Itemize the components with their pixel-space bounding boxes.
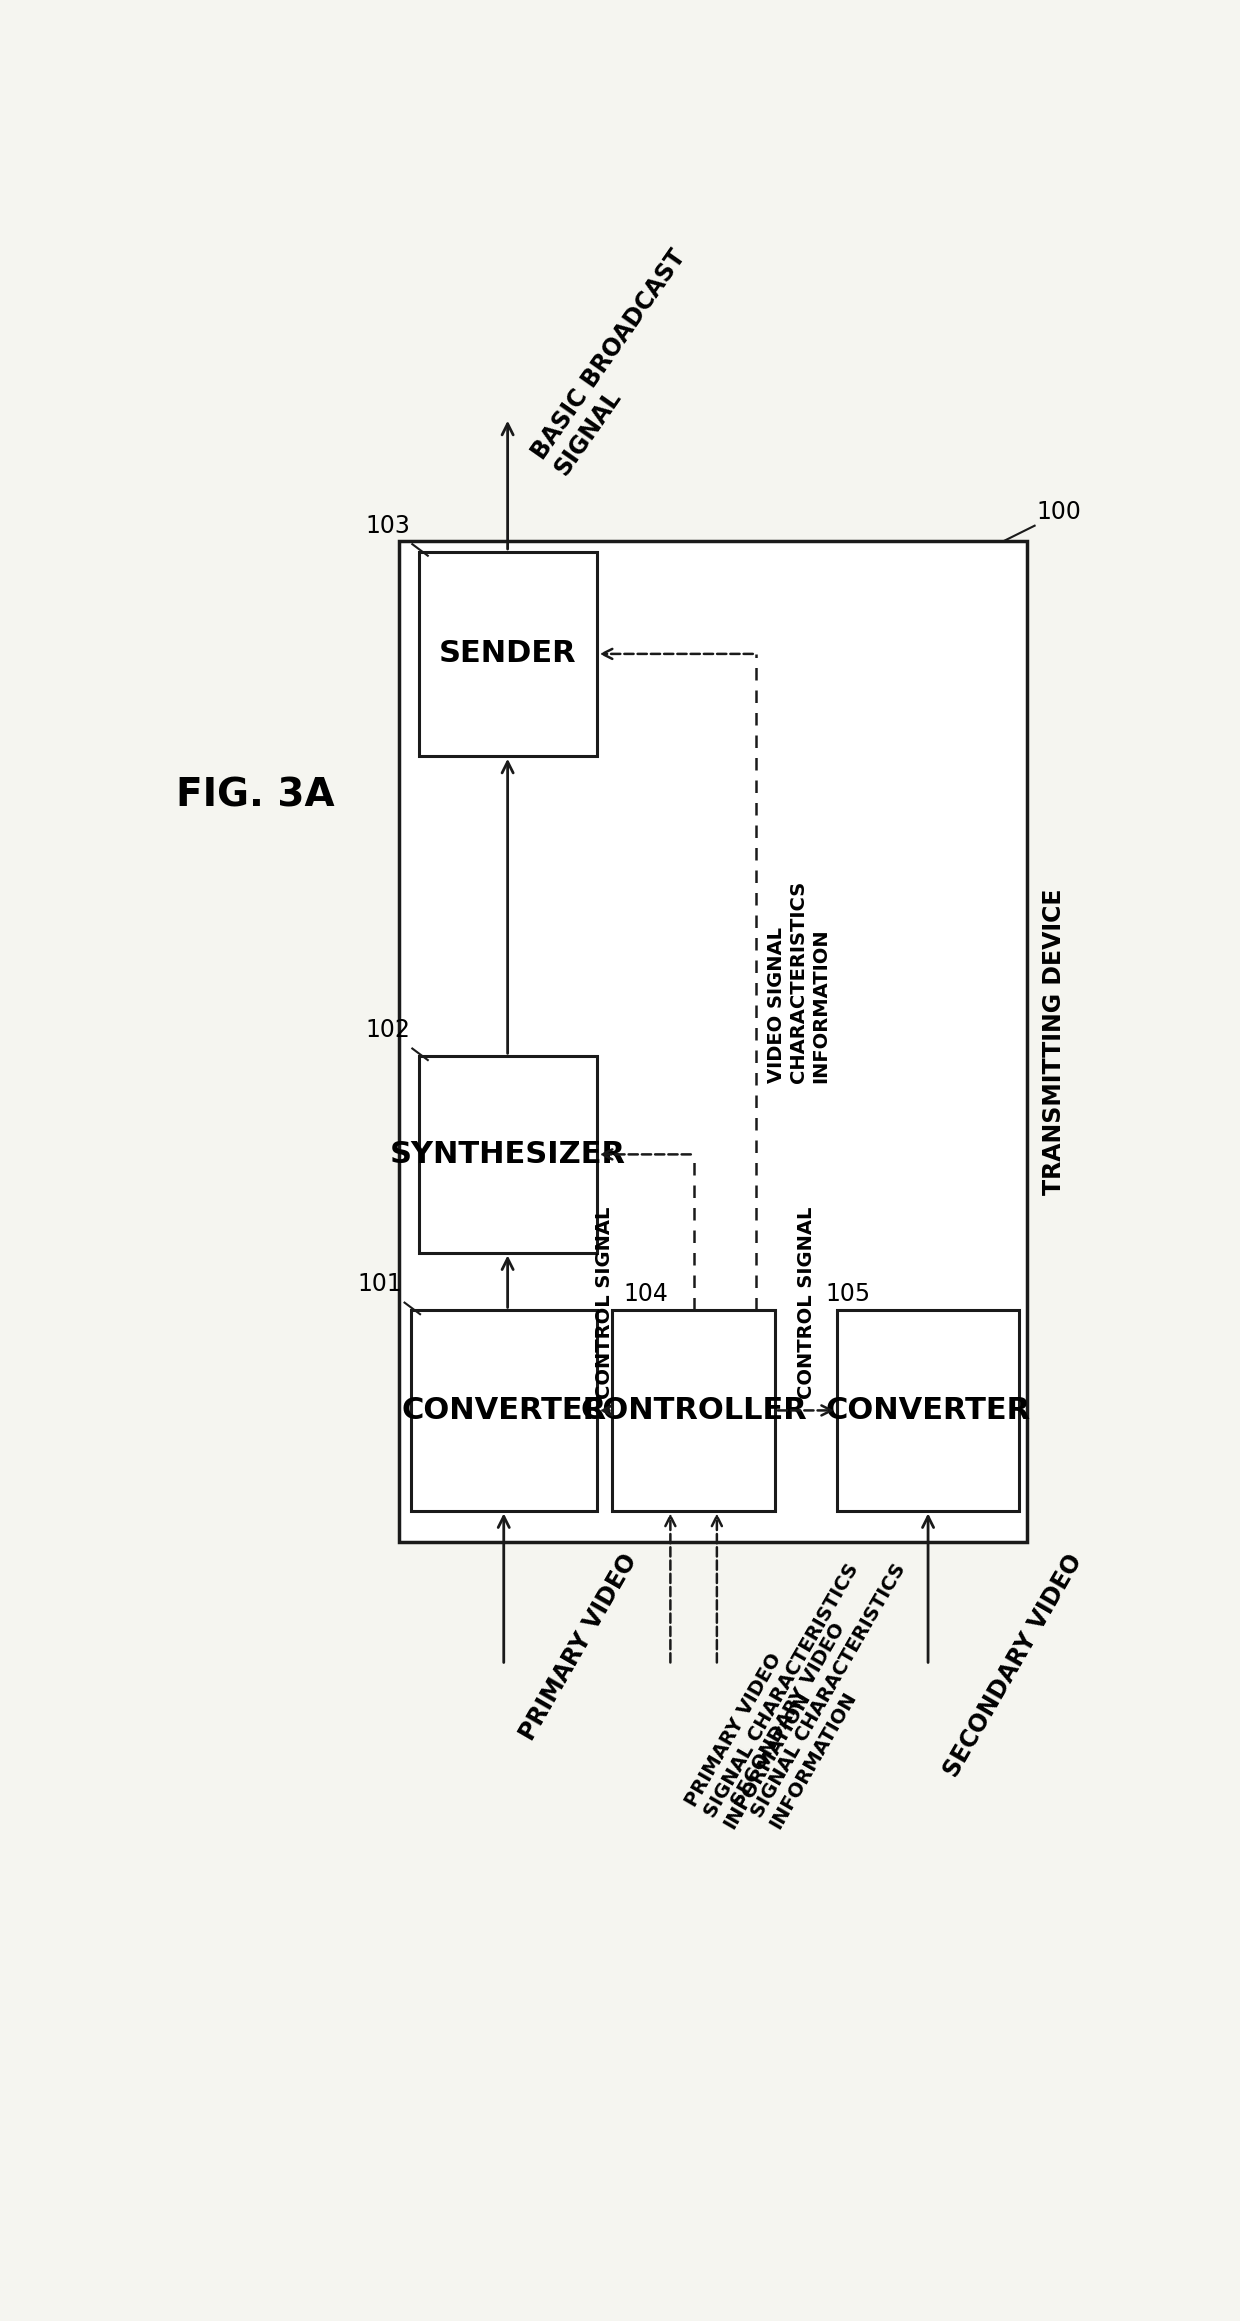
- Text: CONTROLLER: CONTROLLER: [580, 1395, 807, 1425]
- Text: 100: 100: [1037, 499, 1081, 525]
- Bar: [410, 1311, 596, 1511]
- Text: 104: 104: [624, 1284, 668, 1307]
- Text: TRANSMITTING DEVICE: TRANSMITTING DEVICE: [1042, 889, 1066, 1195]
- Text: SECONDARY VIDEO
SIGNAL CHARACTERISTICS
INFORMATION: SECONDARY VIDEO SIGNAL CHARACTERISTICS I…: [729, 1550, 928, 1834]
- Text: 103: 103: [365, 513, 410, 538]
- Text: CONVERTER: CONVERTER: [402, 1395, 606, 1425]
- Text: 101: 101: [357, 1272, 402, 1297]
- Text: SENDER: SENDER: [439, 638, 577, 668]
- Bar: [613, 1311, 775, 1511]
- Text: CONVERTER: CONVERTER: [826, 1395, 1030, 1425]
- Text: PRIMARY VIDEO: PRIMARY VIDEO: [516, 1550, 642, 1745]
- Text: SECONDARY VIDEO: SECONDARY VIDEO: [940, 1550, 1087, 1780]
- Text: PRIMARY VIDEO
SIGNAL CHARACTERISTICS
INFORMATION: PRIMARY VIDEO SIGNAL CHARACTERISTICS INF…: [682, 1550, 882, 1834]
- Bar: [399, 541, 1027, 1541]
- Bar: [837, 1311, 1019, 1511]
- Bar: [419, 1056, 596, 1253]
- Text: FIG. 3A: FIG. 3A: [176, 778, 335, 815]
- Text: CONTROL SIGNAL: CONTROL SIGNAL: [796, 1207, 816, 1400]
- Text: VIDEO SIGNAL
CHARACTERISTICS
INFORMATION: VIDEO SIGNAL CHARACTERISTICS INFORMATION: [768, 882, 831, 1084]
- Text: SYNTHESIZER: SYNTHESIZER: [389, 1140, 626, 1170]
- Text: 105: 105: [826, 1284, 870, 1307]
- Text: 102: 102: [365, 1019, 410, 1042]
- Bar: [419, 552, 596, 757]
- Text: BASIC BROADCAST
SIGNAL: BASIC BROADCAST SIGNAL: [527, 246, 713, 480]
- Text: CONTROL SIGNAL: CONTROL SIGNAL: [595, 1207, 614, 1400]
